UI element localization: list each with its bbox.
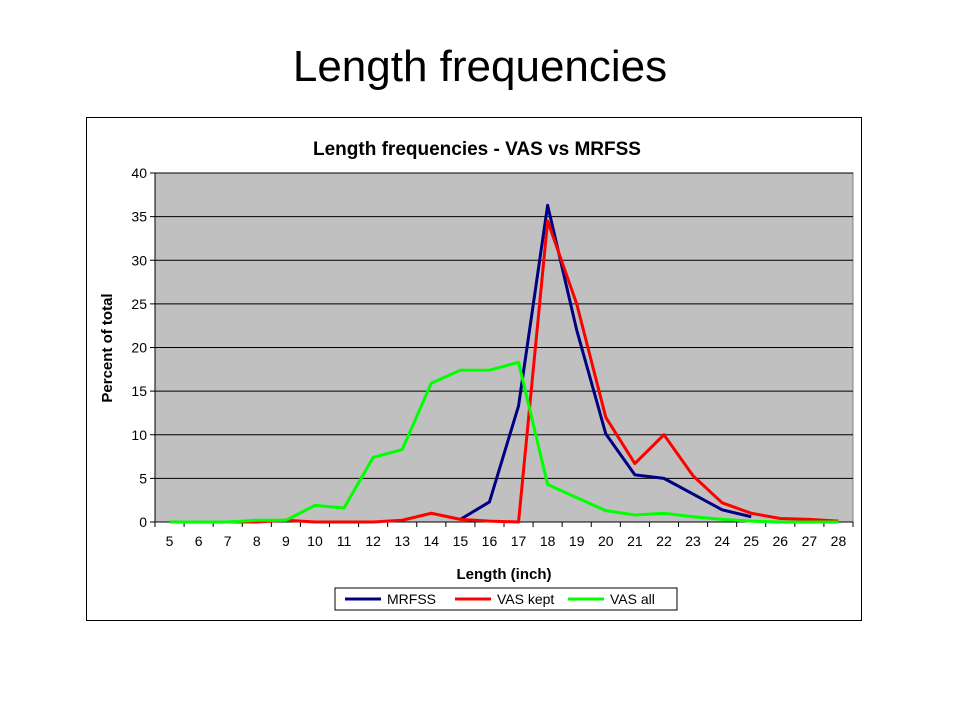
x-tick-label: 22 — [656, 533, 672, 549]
x-tick-label: 13 — [394, 533, 410, 549]
y-axis-label: Percent of total — [99, 293, 116, 402]
y-tick-label: 0 — [139, 514, 147, 530]
x-tick-labels: 5 6 7 8 9 10 11 12 13 14 15 16 17 18 19 20 21 22 23 24 25 26 2… — [166, 533, 847, 549]
x-tick-label: 11 — [337, 533, 352, 549]
series-line-mrfss — [459, 203, 752, 521]
x-tick-label: 27 — [802, 533, 818, 549]
x-tick-label: 25 — [743, 533, 759, 549]
x-tick-label: 16 — [482, 533, 498, 549]
chart-frame: Length frequencies - VAS vs MRFSS 0 5 10 15… — [86, 117, 862, 621]
gridlines — [155, 172, 853, 479]
y-tick-label: 25 — [131, 296, 147, 312]
y-tick-label: 35 — [131, 209, 147, 225]
y-tick-labels: 0 5 10 15 20 25 30 35 40 — [131, 165, 147, 530]
x-axis-label: Length (inch) — [457, 566, 552, 583]
series-line-vas-all — [169, 360, 839, 524]
x-tick-label: 28 — [831, 533, 847, 549]
legend-label-vas-kept: VAS kept — [497, 591, 554, 607]
x-tick-label: 10 — [307, 533, 323, 549]
x-tick-label: 24 — [714, 533, 730, 549]
x-tick-label: 20 — [598, 533, 614, 549]
x-tick-label: 19 — [569, 533, 585, 549]
x-tick-label: 12 — [365, 533, 381, 549]
x-tick-label: 14 — [424, 533, 440, 549]
series-lines — [169, 203, 839, 524]
legend-label-vas-all: VAS all — [610, 591, 655, 607]
legend-box — [334, 587, 678, 611]
legend: MRFSS VAS kept VAS all — [334, 587, 678, 611]
line-chart: Length frequencies - VAS vs MRFSS 0 5 10 15… — [99, 139, 854, 611]
y-tick-label: 30 — [131, 252, 147, 268]
legend-label-mrfss: MRFSS — [387, 591, 436, 607]
y-tick-label: 20 — [131, 340, 147, 356]
x-tick-label: 9 — [282, 533, 290, 549]
x-tick-label: 8 — [253, 533, 261, 549]
x-tick-label: 5 — [166, 533, 174, 549]
y-tick-label: 10 — [131, 427, 147, 443]
x-tick-label: 18 — [540, 533, 556, 549]
x-tick-label: 17 — [511, 533, 527, 549]
slide-title: Length frequencies — [292, 42, 668, 91]
x-tick-label: 15 — [453, 533, 469, 549]
y-tick-label: 40 — [131, 165, 147, 181]
y-tick-label: 5 — [139, 470, 147, 486]
x-tick-label: 23 — [685, 533, 701, 549]
x-tick-label: 7 — [224, 533, 232, 549]
y-tick-label: 15 — [131, 383, 147, 399]
x-tick-label: 21 — [627, 533, 643, 549]
x-tick-label: 26 — [773, 533, 789, 549]
chart-title: Length frequencies - VAS vs MRFSS — [313, 139, 641, 160]
x-tick-label: 6 — [195, 533, 203, 549]
